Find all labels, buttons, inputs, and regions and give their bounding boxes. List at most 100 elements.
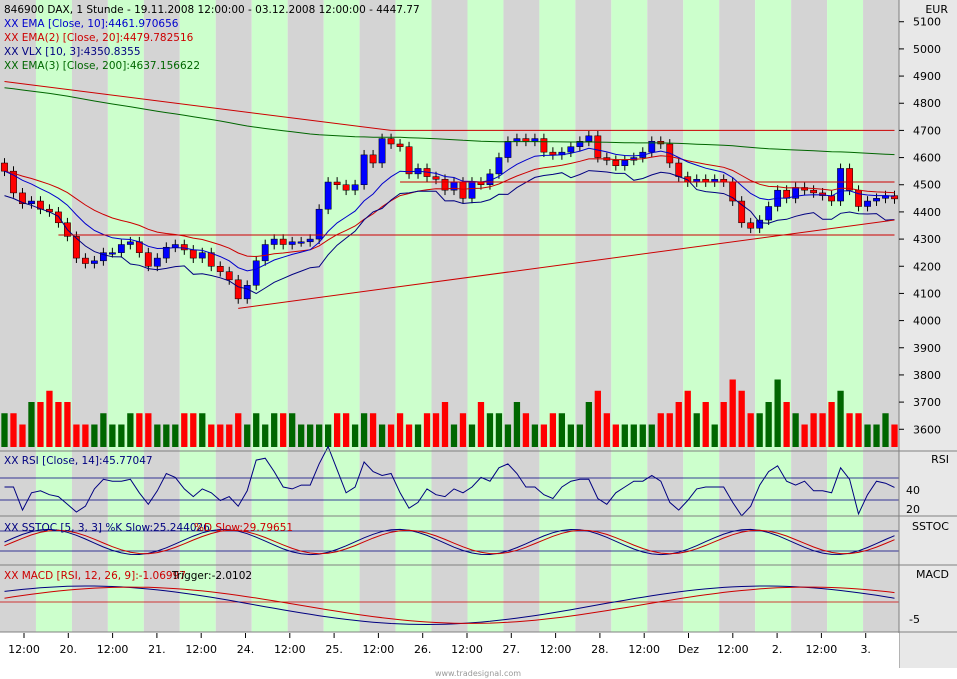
volume-bar xyxy=(684,390,691,447)
volume-bar xyxy=(675,402,682,447)
candle xyxy=(73,236,80,259)
macd-trigger-line xyxy=(4,586,895,624)
rsi-legend: XX RSI [Close, 14]:45.77047 xyxy=(4,455,153,467)
candle xyxy=(585,135,593,142)
candle xyxy=(756,219,764,229)
ema200-line xyxy=(4,87,895,156)
volume-bar xyxy=(208,424,215,447)
price-tick-label: 4900 xyxy=(913,70,941,83)
candle xyxy=(738,200,746,224)
time-label: 28. xyxy=(591,643,609,656)
volume-bar xyxy=(342,413,350,447)
sstoc-d-line xyxy=(4,529,895,555)
volume-bar xyxy=(738,390,745,447)
vlx-line xyxy=(4,170,895,295)
volume-bar xyxy=(235,413,242,447)
volume-bar xyxy=(720,402,727,447)
time-label: 12:00 xyxy=(540,643,572,656)
volume-bar xyxy=(756,413,763,447)
candle xyxy=(297,241,305,244)
volume-bar xyxy=(109,424,116,447)
volume-bar xyxy=(828,402,835,447)
macd-line xyxy=(4,585,895,626)
time-band xyxy=(251,0,288,632)
volume-bar xyxy=(594,390,601,447)
candle xyxy=(531,138,539,142)
volume-bar xyxy=(262,424,269,447)
candle xyxy=(99,252,107,262)
candle xyxy=(378,138,386,164)
price-tick-label: 3700 xyxy=(913,396,941,409)
time-label: Dez xyxy=(678,643,699,656)
rsi-panel-label: RSI xyxy=(931,453,949,466)
volume-bar xyxy=(136,413,143,447)
candle xyxy=(207,252,215,267)
time-band xyxy=(863,0,899,632)
candle xyxy=(216,266,224,272)
candle xyxy=(153,257,161,267)
volume-bar xyxy=(792,413,799,447)
candle xyxy=(801,187,809,191)
time-band xyxy=(359,0,396,632)
candle xyxy=(567,146,575,153)
footer-watermark: www.tradesignal.com xyxy=(435,669,521,678)
candle xyxy=(225,271,233,281)
volume-bar xyxy=(468,424,476,447)
volume-bar xyxy=(145,413,152,447)
volume-bar xyxy=(657,413,664,447)
candle xyxy=(162,246,170,259)
volume-bar xyxy=(1,413,8,447)
time-band xyxy=(107,0,144,632)
candle xyxy=(513,138,521,142)
time-band xyxy=(143,0,180,632)
legend-ema200: XX EMA(3) [Close, 200]:4637.156622 xyxy=(4,60,200,72)
volume-bar xyxy=(172,424,179,447)
candle xyxy=(864,200,871,207)
candle xyxy=(306,238,314,243)
volume-bar xyxy=(621,424,628,447)
volume-bar xyxy=(217,424,224,447)
candle xyxy=(55,211,62,224)
time-label: 24. xyxy=(237,643,255,656)
time-band xyxy=(719,0,756,632)
volume-bar xyxy=(28,402,35,447)
sstoc-d-legend: %D Slow:29.79651 xyxy=(194,522,293,534)
time-label: 12:00 xyxy=(717,643,749,656)
volume-bar xyxy=(414,424,422,447)
price-tick-label: 4600 xyxy=(913,152,941,165)
macd-legend: XX MACD [RSI, 12, 26, 9]:-1.06997 xyxy=(4,570,186,582)
candle xyxy=(369,154,377,164)
price-tick-label: 4200 xyxy=(913,260,941,273)
candle xyxy=(891,195,898,200)
volume-bar xyxy=(702,402,709,447)
volume-bar xyxy=(765,402,772,447)
legend-ema20: XX EMA(2) [Close, 20]:4479.782516 xyxy=(4,32,194,44)
price-tick-label: 3900 xyxy=(913,342,941,355)
legend-vlx: XX VLX [10, 3]:4350.8355 xyxy=(4,46,141,58)
volume-bar xyxy=(396,413,404,447)
volume-bar xyxy=(639,424,646,447)
candle xyxy=(576,141,584,147)
volume-bar xyxy=(369,413,377,447)
candle xyxy=(144,252,152,267)
volume-bar xyxy=(154,424,161,447)
volume-bar xyxy=(531,424,539,447)
candle xyxy=(261,244,269,262)
volume-bar xyxy=(729,379,736,447)
time-band xyxy=(323,0,360,632)
time-band xyxy=(503,0,540,632)
candle xyxy=(387,138,395,145)
time-label: 12:00 xyxy=(363,643,395,656)
rsi-tick-20: 20 xyxy=(906,503,920,516)
volume-bar xyxy=(405,424,413,447)
time-label: 12:00 xyxy=(185,643,217,656)
volume-bar xyxy=(387,424,395,447)
candle xyxy=(459,181,467,199)
candle xyxy=(396,143,404,147)
candle xyxy=(28,200,35,205)
volume-bar xyxy=(846,413,853,447)
volume-bar xyxy=(127,413,134,447)
volume-bar xyxy=(199,413,206,447)
price-tick-label: 4700 xyxy=(913,124,941,137)
time-band xyxy=(215,0,252,632)
